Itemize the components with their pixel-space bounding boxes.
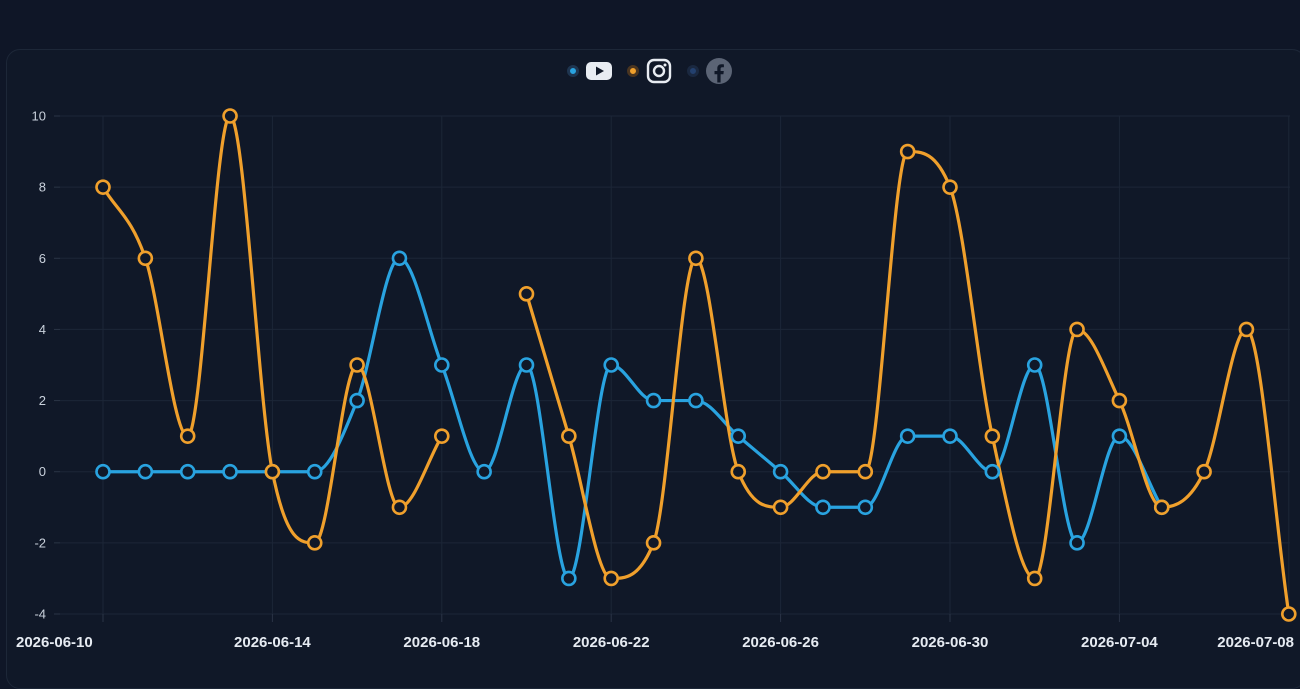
data-point-instagram[interactable] <box>1111 392 1128 409</box>
data-point-instagram[interactable] <box>306 535 323 551</box>
data-point-youtube[interactable] <box>222 463 238 480</box>
data-point-youtube[interactable] <box>179 463 196 480</box>
data-point-youtube[interactable] <box>1069 535 1085 551</box>
y-tick-label: 0 <box>39 464 46 479</box>
y-tick-label: 4 <box>39 322 46 337</box>
x-tick-label: 2026-06-14 <box>234 634 311 651</box>
data-point-youtube[interactable] <box>349 392 365 409</box>
data-point-youtube[interactable] <box>899 428 916 444</box>
data-point-youtube[interactable] <box>772 463 789 480</box>
x-tick-label: 2026-07-08 <box>1217 634 1294 651</box>
legend-dot-facebook <box>687 65 699 77</box>
y-axis: -4 -2 0 2 4 6 8 10 <box>32 109 60 622</box>
data-point-instagram[interactable] <box>984 428 1001 444</box>
data-point-instagram[interactable] <box>222 108 238 124</box>
legend-item-instagram[interactable] <box>627 57 673 85</box>
data-point-instagram[interactable] <box>857 463 874 480</box>
data-point-youtube[interactable] <box>391 250 408 267</box>
data-point-instagram[interactable] <box>518 286 535 302</box>
data-point-instagram[interactable] <box>137 250 154 267</box>
x-tick-label: 2026-06-10 <box>16 634 93 651</box>
legend-dot-youtube <box>567 65 579 77</box>
data-point-instagram[interactable] <box>1196 463 1212 480</box>
data-point-youtube[interactable] <box>95 463 111 480</box>
instagram-icon <box>645 57 673 85</box>
data-point-instagram[interactable] <box>95 179 111 195</box>
x-axis: 2026-06-10 2026-06-14 2026-06-18 2026-06-22… <box>16 614 1294 651</box>
facebook-icon <box>705 57 733 85</box>
data-point-instagram[interactable] <box>561 428 577 444</box>
data-point-youtube[interactable] <box>306 463 323 480</box>
data-point-instagram[interactable] <box>645 535 662 551</box>
data-point-instagram[interactable] <box>1026 570 1043 587</box>
x-tick-label: 2026-06-30 <box>912 634 989 651</box>
data-point-youtube[interactable] <box>518 357 535 373</box>
data-point-instagram[interactable] <box>349 357 365 373</box>
legend-item-facebook[interactable] <box>687 57 733 85</box>
x-tick-label: 2026-06-18 <box>403 634 480 651</box>
y-tick-label: 8 <box>39 180 46 195</box>
data-point-instagram[interactable] <box>391 499 408 516</box>
data-point-youtube[interactable] <box>137 463 154 480</box>
data-point-youtube[interactable] <box>476 463 492 480</box>
y-tick-label: 2 <box>39 393 46 408</box>
data-point-instagram[interactable] <box>815 463 831 480</box>
data-point-instagram[interactable] <box>1281 606 1297 622</box>
data-point-instagram[interactable] <box>942 179 958 195</box>
series-line-instagram <box>524 149 1291 616</box>
legend <box>0 56 1300 86</box>
data-point-youtube[interactable] <box>984 463 1001 480</box>
series-lines <box>101 114 1291 616</box>
data-point-youtube[interactable] <box>730 428 747 444</box>
y-tick-label: 6 <box>39 251 46 266</box>
data-point-youtube[interactable] <box>1026 357 1043 373</box>
grid-lines <box>60 115 1290 615</box>
data-point-youtube[interactable] <box>645 392 662 409</box>
series-line-instagram <box>101 114 444 545</box>
data-point-instagram[interactable] <box>1238 321 1255 338</box>
y-tick-label: 10 <box>32 109 46 124</box>
data-point-instagram[interactable] <box>688 250 704 267</box>
data-point-youtube[interactable] <box>433 357 450 373</box>
legend-dot-instagram <box>627 65 639 77</box>
legend-item-youtube[interactable] <box>567 57 613 85</box>
data-point-instagram[interactable] <box>772 499 789 516</box>
x-tick-label: 2026-06-22 <box>573 634 650 651</box>
data-point-instagram[interactable] <box>179 428 196 444</box>
data-point-youtube[interactable] <box>688 392 704 409</box>
data-point-youtube[interactable] <box>561 570 577 587</box>
data-point-instagram[interactable] <box>1153 499 1170 516</box>
youtube-icon <box>585 57 613 85</box>
data-point-youtube[interactable] <box>603 357 620 373</box>
data-point-instagram[interactable] <box>1069 321 1085 338</box>
y-tick-label: -2 <box>34 535 46 550</box>
data-point-youtube[interactable] <box>942 428 958 444</box>
series-line-youtube <box>101 256 1164 581</box>
data-point-instagram[interactable] <box>603 570 620 587</box>
data-point-instagram[interactable] <box>899 143 916 160</box>
data-point-youtube[interactable] <box>1111 428 1128 444</box>
x-tick-label: 2026-07-04 <box>1081 634 1158 651</box>
data-point-youtube[interactable] <box>857 499 874 516</box>
data-point-instagram[interactable] <box>264 463 281 480</box>
series-points <box>95 108 1297 622</box>
y-tick-label: -4 <box>34 607 46 622</box>
x-tick-label: 2026-06-26 <box>742 634 819 651</box>
data-point-youtube[interactable] <box>815 499 831 516</box>
data-point-instagram[interactable] <box>433 428 450 444</box>
data-point-instagram[interactable] <box>730 463 747 480</box>
